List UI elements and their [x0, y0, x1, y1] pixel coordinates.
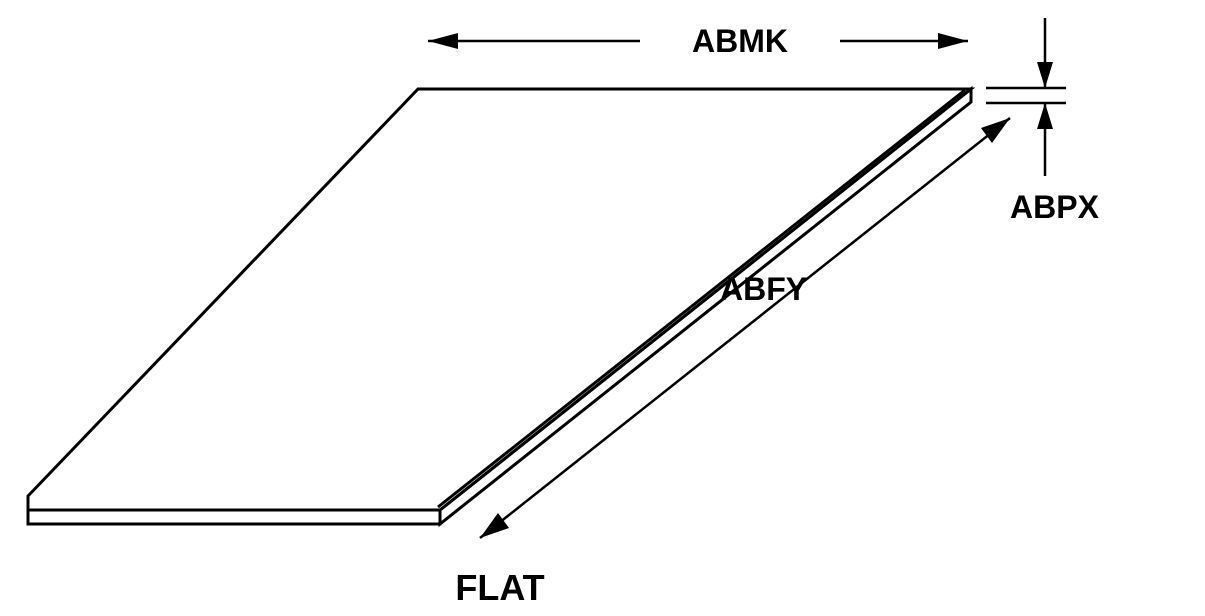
plate-side-face	[440, 89, 971, 524]
label-abfy: ABFY	[720, 271, 807, 307]
flat-plate-diagram: ABMK ABPX ABFY FLAT	[0, 0, 1205, 616]
dimension-abfy: ABFY	[480, 118, 1010, 538]
label-abpx: ABPX	[1010, 189, 1100, 225]
plate-edge-inner	[438, 90, 965, 507]
plate-front-face	[28, 510, 440, 524]
diagram-title: FLAT	[455, 567, 544, 608]
label-abmk: ABMK	[692, 23, 788, 59]
plate-top-face	[28, 89, 971, 510]
dimension-abmk: ABMK	[428, 23, 968, 59]
